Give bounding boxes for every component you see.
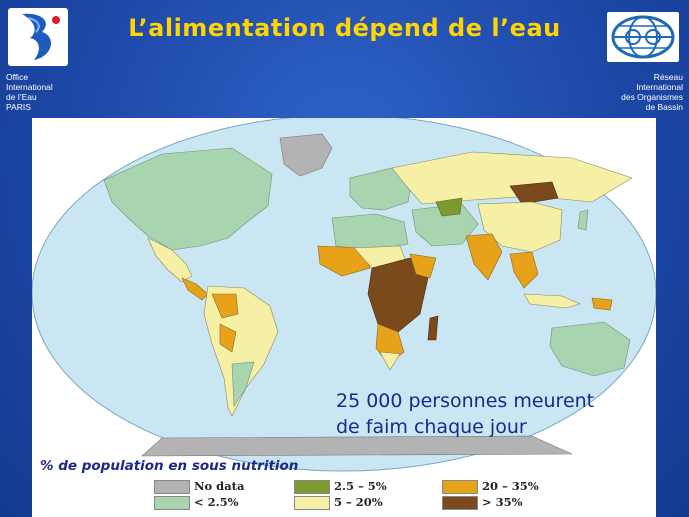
caption-line-2: de faim chaque jour <box>336 416 527 438</box>
region-central-america <box>181 277 209 301</box>
oieau-logo <box>8 8 68 66</box>
region-india <box>465 233 503 281</box>
page-title: L’alimentation dépend de l’eau <box>128 14 561 42</box>
legend-label: 2.5 – 5% <box>334 479 387 493</box>
org-right-text: Réseau International des Organismes de B… <box>621 72 683 112</box>
region-north-america <box>103 147 273 251</box>
org-right-line: Réseau <box>653 72 683 82</box>
legend-swatch <box>294 496 330 510</box>
legend-swatch <box>442 480 478 494</box>
legend-label: 20 – 35% <box>482 479 539 493</box>
org-right-line: de Bassin <box>645 102 683 112</box>
region-south-africa <box>379 351 401 371</box>
region-madagascar <box>427 315 439 341</box>
region-australia <box>549 321 631 377</box>
legend-label: > 35% <box>482 495 523 509</box>
legend-swatch <box>294 480 330 494</box>
legend-label: No data <box>194 479 245 493</box>
region-west-africa <box>317 245 371 277</box>
org-right-line: des Organismes <box>621 92 683 102</box>
region-antarctica <box>141 435 573 457</box>
region-argentina <box>231 361 255 407</box>
legend-label: 5 – 20% <box>334 495 383 509</box>
region-japan <box>577 209 589 231</box>
region-venezuela <box>211 293 239 319</box>
undernutrition-map: 25 000 personnes meurent de faim chaque … <box>32 118 656 517</box>
org-right-line: International <box>636 82 683 92</box>
legend-swatch <box>442 496 478 510</box>
region-bolivia <box>219 323 237 353</box>
region-papua <box>591 297 613 311</box>
caption-line-1: 25 000 personnes meurent <box>336 390 595 412</box>
org-left-line: de l’Eau <box>6 92 37 102</box>
oieau-logo-icon <box>22 13 60 61</box>
region-china <box>477 201 563 253</box>
region-russia <box>391 151 633 205</box>
region-greenland <box>279 133 333 177</box>
legend-title: % de population en sous nutrition <box>40 458 299 474</box>
region-mongolia <box>509 181 559 205</box>
legend-swatch <box>154 496 190 510</box>
region-southeast-asia <box>509 251 539 289</box>
legend-swatch <box>154 480 190 494</box>
org-left-line: PARIS <box>6 102 31 112</box>
region-middle-east <box>411 203 479 247</box>
region-indonesia <box>523 293 581 309</box>
world-map <box>32 118 656 472</box>
region-south-america <box>203 285 279 417</box>
globe-logo-icon <box>611 15 675 59</box>
hunger-caption: 25 000 personnes meurent de faim chaque … <box>336 388 594 440</box>
org-left-line: Office <box>6 72 29 82</box>
org-left-text: Office International de l’Eau PARIS <box>6 72 53 112</box>
riob-logo <box>607 12 679 62</box>
legend-label: < 2.5% <box>194 495 239 509</box>
region-horn-africa <box>409 253 437 279</box>
region-central-asia <box>435 197 463 217</box>
region-mexico <box>147 237 193 283</box>
region-north-africa <box>331 213 409 251</box>
org-left-line: International <box>6 82 53 92</box>
